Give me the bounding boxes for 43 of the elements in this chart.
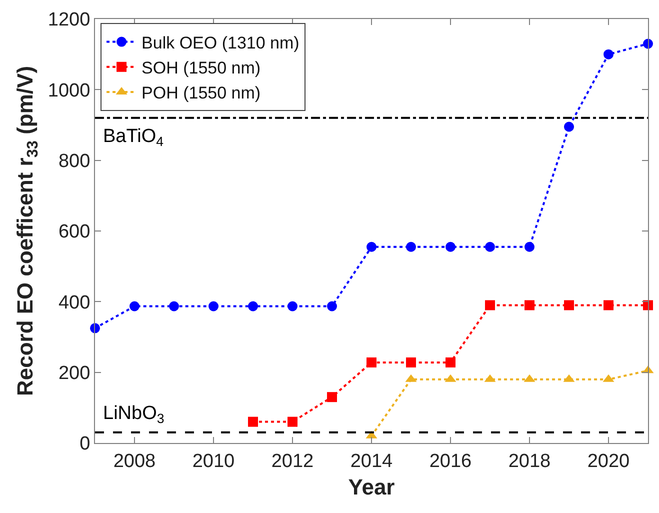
point xyxy=(604,49,614,60)
point xyxy=(604,300,614,310)
x-tick-label: 2016 xyxy=(429,450,472,472)
point xyxy=(366,242,376,252)
point xyxy=(248,301,258,312)
x-tick-label: 2008 xyxy=(113,450,156,472)
x-tick-label: 2010 xyxy=(192,450,235,472)
x-tick-label: 2018 xyxy=(508,450,551,472)
x-tick-label: 2014 xyxy=(350,450,394,472)
legend-label: POH (1550 nm) xyxy=(142,84,261,103)
y-tick-label: 0 xyxy=(80,434,90,455)
ref-line-label: LiNbO$_{3}$ xyxy=(103,403,164,426)
x-axis-title: Year xyxy=(348,474,396,500)
point xyxy=(446,242,456,252)
x-tick-label: 2020 xyxy=(587,450,630,472)
point xyxy=(288,416,298,427)
point xyxy=(446,357,456,368)
legend-label: SOH (1550 nm) xyxy=(142,58,261,78)
y-tick-label: 1000 xyxy=(48,80,90,102)
x-tick-label: 2012 xyxy=(271,450,314,472)
y-tick-label: 800 xyxy=(58,150,90,172)
ref-line-label: BaTiO$_{4}$ xyxy=(103,126,164,149)
point xyxy=(208,301,218,312)
point xyxy=(248,416,258,427)
point xyxy=(524,300,534,310)
point xyxy=(485,300,495,310)
y-tick-label: 400 xyxy=(58,292,90,314)
y-tick-label: 1200 xyxy=(48,10,90,31)
point xyxy=(564,300,574,310)
point xyxy=(327,392,337,402)
point xyxy=(406,242,416,252)
point xyxy=(524,242,534,252)
point xyxy=(406,357,416,368)
y-tick-label: 200 xyxy=(58,362,90,384)
point xyxy=(130,301,140,312)
legend-label: Bulk OEO (1310 nm) xyxy=(142,33,300,52)
point xyxy=(485,242,495,252)
point xyxy=(564,122,574,132)
point xyxy=(366,357,376,368)
point xyxy=(288,301,298,312)
point xyxy=(327,301,337,312)
point xyxy=(169,301,179,312)
y-tick-label: 600 xyxy=(58,222,90,243)
